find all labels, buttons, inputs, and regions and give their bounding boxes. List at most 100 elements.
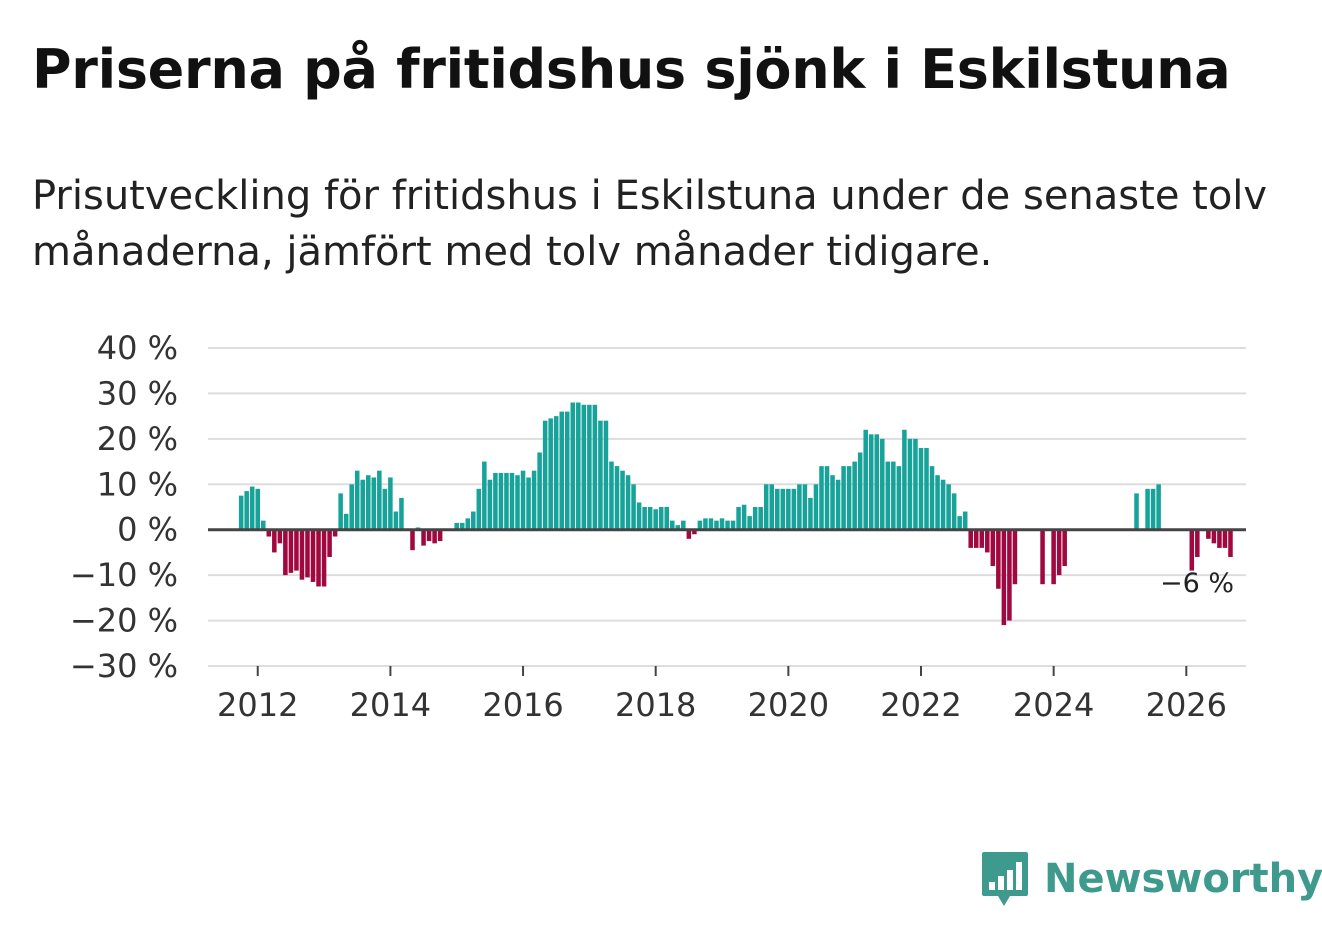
bar [802, 484, 808, 530]
bar [244, 491, 249, 530]
bars [238, 402, 1233, 626]
y-tick-label: −20 % [70, 602, 178, 640]
bar [526, 477, 531, 530]
newsworthy-logo-icon [982, 852, 1028, 906]
bar [868, 434, 874, 530]
bar [703, 518, 708, 530]
x-tick-label: 2026 [1146, 686, 1227, 724]
bar [885, 461, 891, 530]
y-tick-label: −30 % [70, 647, 178, 685]
bar [819, 466, 824, 530]
bar [791, 488, 797, 530]
bar [354, 470, 360, 530]
bar [813, 484, 819, 530]
bar [548, 418, 553, 530]
bar [294, 529, 299, 571]
y-tick-label: 10 % [97, 465, 178, 503]
bar [432, 529, 437, 544]
bar [957, 516, 962, 530]
bar [830, 475, 835, 530]
bar [410, 529, 415, 551]
bar [1134, 493, 1139, 530]
bar [769, 484, 775, 530]
bar [985, 529, 990, 553]
bar [664, 507, 669, 530]
bar [846, 466, 852, 530]
bar [973, 529, 979, 548]
bar [598, 420, 603, 530]
bar [780, 488, 786, 530]
bar [620, 470, 625, 530]
bar [531, 470, 537, 530]
y-tick-label: 0 % [117, 511, 178, 549]
bar [786, 488, 791, 530]
bar [277, 529, 283, 544]
bar [918, 447, 924, 530]
bar [653, 509, 658, 530]
bar [504, 472, 509, 530]
x-tick-label: 2020 [748, 686, 829, 724]
bar [642, 507, 647, 530]
bar [399, 497, 404, 530]
bar [686, 529, 692, 539]
chart-subtitle: Prisutveckling för fritidshus i Eskilstu… [32, 173, 1268, 275]
bar [891, 461, 896, 530]
bar [951, 493, 957, 530]
bar [1211, 529, 1217, 544]
bar [471, 511, 476, 530]
bar [1056, 529, 1062, 576]
bar [382, 488, 388, 530]
bar [719, 518, 725, 530]
bar [996, 529, 1001, 589]
brand-name: Newsworthy [1044, 856, 1322, 902]
bar [261, 520, 266, 530]
x-tick-label: 2014 [350, 686, 431, 724]
bar [1051, 529, 1056, 585]
y-tick-label: 20 % [97, 420, 178, 458]
y-tick-label: 40 % [97, 329, 178, 367]
bar [360, 479, 366, 530]
bar [946, 484, 951, 530]
bar [587, 404, 592, 530]
annotations: −6 % [1160, 568, 1234, 599]
bar [1040, 529, 1045, 585]
x-tick-label: 2024 [1013, 686, 1094, 724]
bar [459, 522, 465, 530]
bar [1206, 529, 1211, 539]
bar [797, 484, 802, 530]
y-axis-labels: 40 % 30 % 20 % 10 % 0 % −10 % −20 % −30 % [70, 329, 178, 685]
y-tick-label: 30 % [97, 374, 178, 412]
bar [343, 513, 349, 530]
bar [979, 529, 985, 548]
bar [1001, 529, 1007, 626]
bar [697, 520, 703, 530]
bar [1012, 529, 1018, 585]
bar [498, 472, 504, 530]
bar [968, 529, 973, 548]
bar [553, 416, 559, 530]
bar [658, 507, 664, 530]
bar [454, 522, 459, 530]
bar [437, 529, 443, 542]
bar [675, 525, 681, 530]
bar [880, 438, 885, 530]
bar [332, 529, 338, 537]
bar [708, 518, 714, 530]
x-tick-label: 2012 [217, 686, 298, 724]
bar [775, 488, 780, 530]
bar [681, 520, 686, 530]
bar [1228, 529, 1233, 557]
bar [752, 507, 758, 530]
bar [482, 461, 487, 530]
bar [1189, 529, 1195, 571]
bar [299, 529, 305, 580]
bar [266, 529, 272, 537]
bar [327, 529, 332, 557]
bar [249, 486, 255, 530]
bar [321, 529, 327, 587]
bar [631, 484, 636, 530]
bar [465, 518, 471, 530]
bar [736, 507, 741, 530]
x-axis: 2012 2014 2016 2018 2020 2022 2024 2026 [208, 665, 1246, 724]
bar [487, 479, 493, 530]
